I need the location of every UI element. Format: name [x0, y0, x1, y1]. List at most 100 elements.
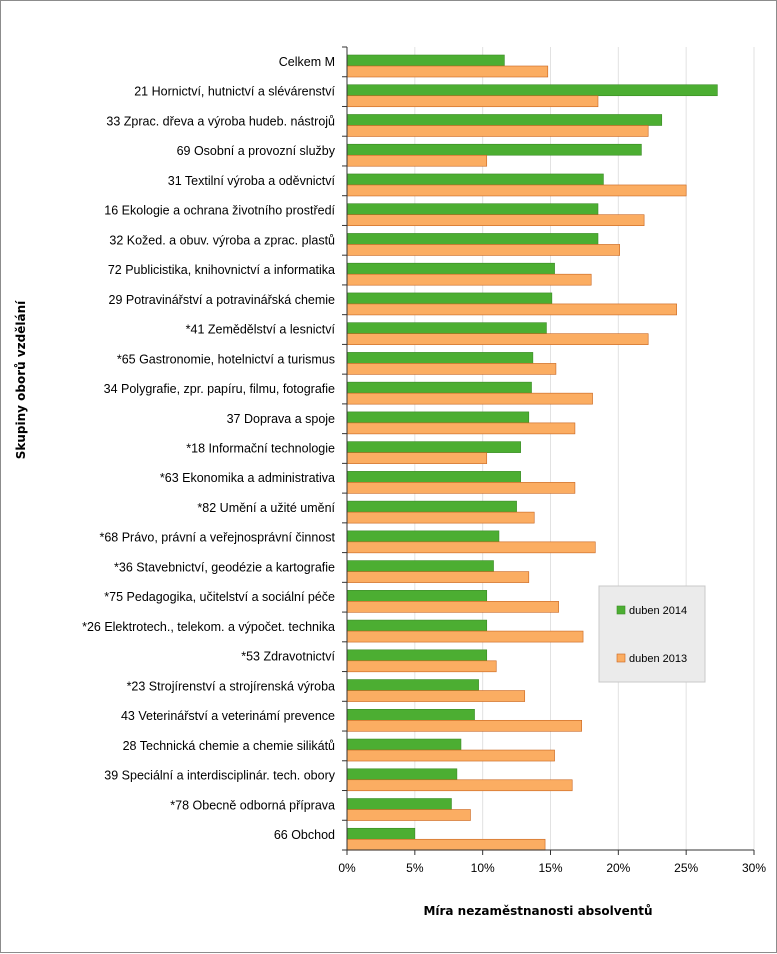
category-label: 34 Polygrafie, zpr. papíru, filmu, fotog…: [104, 382, 335, 396]
bar-duben-2013: [346, 630, 584, 643]
bar-duben-2014: [346, 738, 462, 751]
bar-duben-2013: [346, 482, 576, 494]
bar-duben-2014: [346, 114, 663, 126]
category-label: 39 Speciální a interdisciplinár. tech. o…: [104, 769, 335, 783]
legend-swatch-2013: [616, 653, 626, 663]
bar-duben-2013: [346, 809, 471, 821]
bar-duben-2013: [346, 511, 535, 524]
category-label: 72 Publicistika, knihovnictví a informat…: [108, 263, 335, 277]
category-label: 32 Kožed. a obuv. výroba a zprac. plastů: [109, 233, 335, 247]
bar-duben-2013: [346, 779, 573, 792]
bar-duben-2014: [346, 530, 500, 543]
bar-duben-2013: [346, 125, 649, 137]
bar-duben-2014: [346, 798, 452, 810]
bar-duben-2013: [346, 244, 620, 256]
bar-duben-2014: [346, 173, 604, 186]
x-tick-labels: 0% 5% 10% 15% 20% 25% 30%: [338, 861, 766, 875]
y-axis-title: Skupiny oborů vzdělání: [14, 300, 28, 459]
category-label: *75 Pedagogika, učitelství a sociální pé…: [104, 590, 335, 604]
bar-duben-2014: [346, 381, 532, 394]
bar-duben-2014: [346, 649, 488, 662]
x-tick-label: 15%: [538, 861, 562, 875]
x-tick-label: 10%: [471, 861, 495, 875]
bar-duben-2014: [346, 560, 494, 572]
bar-duben-2013: [346, 95, 599, 108]
x-tick-label: 25%: [674, 861, 698, 875]
category-label: *23 Strojírenství a strojírenská výroba: [127, 679, 335, 693]
bar-duben-2014: [346, 827, 416, 840]
bar-duben-2014: [346, 322, 547, 334]
bar-duben-2013: [346, 838, 546, 851]
bar-duben-2013: [346, 363, 557, 375]
legend: duben 2014 duben 2013: [598, 585, 706, 683]
bar-duben-2014: [346, 500, 517, 513]
bar-duben-2013: [346, 422, 576, 435]
legend-label-2014: duben 2014: [629, 605, 687, 617]
legend-swatch-2014: [616, 605, 626, 615]
bar-duben-2013: [346, 452, 488, 464]
category-label: 29 Potravinářství a potravinářská chemie: [109, 293, 336, 307]
category-label: *68 Právo, právní a veřejnosprávní činno…: [99, 531, 335, 545]
bar-duben-2014: [346, 768, 458, 781]
bar-duben-2014: [346, 471, 521, 483]
bar-duben-2014: [346, 352, 534, 364]
legend-label-2013: duben 2013: [629, 653, 687, 665]
category-label: *41 Zemědělství a lesnictví: [186, 323, 336, 337]
category-label: *36 Stavebnictví, geodézie a kartografie: [114, 560, 335, 574]
bar-duben-2014: [346, 679, 479, 691]
bar-duben-2013: [346, 749, 555, 762]
x-tick-label: 30%: [742, 861, 766, 875]
category-label: 69 Osobní a provozní služby: [177, 144, 336, 158]
bar-duben-2014: [346, 203, 599, 216]
category-label: 31 Textilní výroba a oděvnictví: [168, 174, 336, 188]
bar-duben-2013: [346, 154, 488, 167]
category-labels: Celkem M 21 Hornictví, hutnictví a slévár…: [82, 55, 336, 842]
bar-duben-2013: [346, 660, 497, 673]
category-label: 33 Zprac. dřeva a výroba hudeb. nástrojů: [106, 114, 335, 128]
bar-duben-2014: [346, 708, 475, 721]
bar-duben-2013: [346, 65, 549, 78]
bar-duben-2014: [346, 262, 555, 275]
category-label: 16 Ekologie a ochrana životního prostřed…: [104, 204, 335, 218]
x-tick-label: 20%: [606, 861, 630, 875]
category-label: 43 Veterinářství a veterinámí prevence: [121, 709, 335, 723]
bar-duben-2013: [346, 303, 677, 316]
category-label: *18 Informační technologie: [186, 442, 335, 456]
bar-duben-2013: [346, 392, 593, 405]
category-label: *65 Gastronomie, hotelnictví a turismus: [117, 352, 335, 366]
bar-duben-2014: [346, 441, 521, 453]
bar-duben-2013: [346, 601, 559, 613]
bar-duben-2014: [346, 411, 530, 424]
bar-duben-2013: [346, 333, 649, 345]
axes-group: [342, 46, 755, 855]
x-axis-title: Míra nezaměstnanosti absolventů: [423, 904, 652, 918]
bar-duben-2013: [346, 571, 530, 583]
x-tick-label: 5%: [406, 861, 424, 875]
bar-duben-2014: [346, 84, 718, 97]
bar-duben-2014: [346, 54, 505, 67]
category-label: 28 Technická chemie a chemie silikátů: [123, 739, 335, 753]
bar-duben-2014: [346, 143, 642, 156]
bar-duben-2014: [346, 292, 553, 305]
legend-box: [598, 585, 706, 683]
bar-duben-2014: [346, 233, 599, 245]
category-label: 37 Doprava a spoje: [227, 412, 335, 426]
x-tick-label: 0%: [338, 861, 356, 875]
bar-duben-2014: [346, 590, 488, 602]
bar-duben-2013: [346, 273, 592, 286]
category-label: *63 Ekonomika a administrativa: [160, 471, 335, 485]
bar-duben-2013: [346, 690, 526, 702]
bar-duben-2014: [346, 619, 488, 632]
bars-group: [346, 54, 718, 851]
bar-duben-2013: [346, 184, 687, 197]
category-label: 66 Obchod: [274, 828, 335, 842]
category-label: *26 Elektrotech., telekom. a výpočet. te…: [82, 620, 335, 634]
category-label: *82 Umění a užité umění: [197, 501, 335, 515]
bar-duben-2013: [346, 541, 596, 554]
bar-duben-2013: [346, 214, 645, 227]
category-label: 21 Hornictví, hutnictví a slévárenství: [134, 85, 335, 99]
bar-duben-2013: [346, 719, 583, 732]
category-label: *78 Obecně odborná příprava: [170, 798, 335, 812]
